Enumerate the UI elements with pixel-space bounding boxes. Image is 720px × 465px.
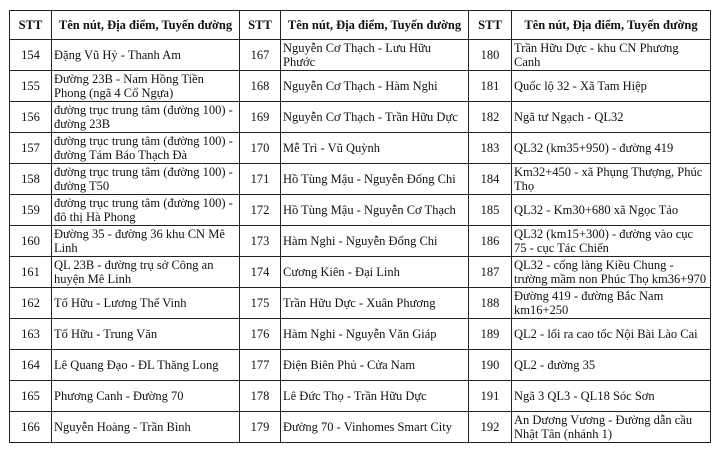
header-stt: STT: [239, 10, 281, 40]
table-row: 161 QL 23B - đường trụ sở Công an huyện M…: [9, 256, 711, 288]
cell-stt: 178: [239, 380, 281, 412]
cell-stt: 186: [468, 225, 512, 257]
cell-name: Hàm Nghi - Nguyễn Văn Giáp: [280, 318, 469, 350]
cell-stt: 181: [468, 70, 512, 102]
cell-stt: 172: [239, 194, 281, 226]
table-row: 163 Tố Hữu - Trung Văn 176 Hàm Nghi - Nguyễ…: [9, 318, 711, 350]
table-row: 154 Đặng Vũ Hỷ - Thanh Am 167 Nguyễn Cơ Thạ…: [9, 39, 711, 71]
cell-name: đường trục trung tâm (đường 100) - đường…: [51, 163, 240, 195]
cell-name: Cương Kiên - Đại Linh: [280, 256, 469, 288]
cell-stt: 167: [239, 39, 281, 71]
cell-stt: 158: [9, 163, 52, 195]
table-row: 158 đường trục trung tâm (đường 100) - đư…: [9, 163, 711, 195]
cell-stt: 159: [9, 194, 52, 226]
header-name: Tên nút, Địa điểm, Tuyến đường: [51, 10, 240, 40]
cell-name: QL 23B - đường trụ sở Công an huyện Mê L…: [51, 256, 240, 288]
cell-name: Mễ Trì - Vũ Quỳnh: [280, 132, 469, 164]
cell-name: Trần Hữu Dực - khu CN Phương Canh: [511, 39, 711, 71]
cell-name: QL2 - lối ra cao tốc Nội Bài Lào Cai: [511, 318, 711, 350]
cell-stt: 189: [468, 318, 512, 350]
cell-name: Nguyễn Cơ Thạch - Hàm Nghi: [280, 70, 469, 102]
intersection-table: STT Tên nút, Địa điểm, Tuyến đường STT Tên …: [9, 10, 711, 443]
cell-name: Lê Quang Đạo - ĐL Thăng Long: [51, 349, 240, 381]
cell-stt: 173: [239, 225, 281, 257]
table-row: 156 đường trục trung tâm (đường 100) - đư…: [9, 101, 711, 133]
cell-stt: 180: [468, 39, 512, 71]
cell-name: Đường 35 - đường 36 khu CN Mê Linh: [51, 225, 240, 257]
cell-stt: 184: [468, 163, 512, 195]
cell-stt: 168: [239, 70, 281, 102]
cell-name: Ngã tư Ngạch - QL32: [511, 101, 711, 133]
cell-name: QL32 - Km30+680 xã Ngọc Tảo: [511, 194, 711, 226]
header-stt: STT: [468, 10, 512, 40]
table-row: 162 Tố Hữu - Lương Thế Vinh 175 Trần Hữu Dự…: [9, 287, 711, 319]
cell-stt: 163: [9, 318, 52, 350]
cell-stt: 164: [9, 349, 52, 381]
cell-stt: 157: [9, 132, 52, 164]
cell-name: Đường 419 - đường Bắc Nam km16+250: [511, 287, 711, 319]
cell-name: Trần Hữu Dực - Xuân Phương: [280, 287, 469, 319]
cell-stt: 156: [9, 101, 52, 133]
cell-name: Nguyễn Cơ Thạch - Trần Hữu Dực: [280, 101, 469, 133]
cell-stt: 162: [9, 287, 52, 319]
cell-name: Nguyễn Cơ Thạch - Lưu Hữu Phước: [280, 39, 469, 71]
table-row: 159 đường trục trung tâm (đường 100) - đô…: [9, 194, 711, 226]
cell-stt: 174: [239, 256, 281, 288]
cell-stt: 179: [239, 411, 281, 443]
cell-stt: 188: [468, 287, 512, 319]
header-name: Tên nút, Địa điểm, Tuyến đường: [511, 10, 711, 40]
cell-stt: 166: [9, 411, 52, 443]
cell-stt: 154: [9, 39, 52, 71]
table-row: 164 Lê Quang Đạo - ĐL Thăng Long 177 Điện B…: [9, 349, 711, 381]
cell-stt: 183: [468, 132, 512, 164]
cell-name: đường trục trung tâm (đường 100) - đường…: [51, 101, 240, 133]
cell-name: QL32 - cổng làng Kiều Chung - trường mầm…: [511, 256, 711, 288]
cell-stt: 177: [239, 349, 281, 381]
cell-name: Lê Đức Thọ - Trần Hữu Dực: [280, 380, 469, 412]
cell-stt: 192: [468, 411, 512, 443]
cell-name: Ngã 3 QL3 - QL18 Sóc Sơn: [511, 380, 711, 412]
cell-stt: 191: [468, 380, 512, 412]
cell-name: Đường 70 - Vinhomes Smart City: [280, 411, 469, 443]
table-row: 166 Nguyễn Hoàng - Trần Bình 179 Đường 70 -…: [9, 411, 711, 443]
cell-name: đường trục trung tâm (đường 100) - đường…: [51, 132, 240, 164]
table-row: 155 Đường 23B - Nam Hồng Tiền Phong (ngã …: [9, 70, 711, 102]
cell-name: đường trục trung tâm (đường 100) - đô th…: [51, 194, 240, 226]
cell-name: Hồ Tùng Mậu - Nguyễn Đổng Chi: [280, 163, 469, 195]
cell-stt: 182: [468, 101, 512, 133]
cell-name: Đường 23B - Nam Hồng Tiền Phong (ngã 4 C…: [51, 70, 240, 102]
cell-name: Phương Canh - Đường 70: [51, 380, 240, 412]
cell-name: Km32+450 - xã Phụng Thượng, Phúc Thọ: [511, 163, 711, 195]
table-row: 157 đường trục trung tâm (đường 100) - đư…: [9, 132, 711, 164]
header-row: STT Tên nút, Địa điểm, Tuyến đường STT Tên …: [9, 10, 711, 40]
cell-name: QL2 - đường 35: [511, 349, 711, 381]
cell-name: Quốc lộ 32 - Xã Tam Hiệp: [511, 70, 711, 102]
cell-stt: 190: [468, 349, 512, 381]
cell-stt: 165: [9, 380, 52, 412]
cell-name: Điện Biên Phủ - Cửa Nam: [280, 349, 469, 381]
table-row: 165 Phương Canh - Đường 70 178 Lê Đức Thọ -…: [9, 380, 711, 412]
cell-name: QL32 (km15+300) - đường vào cục 75 - cục…: [511, 225, 711, 257]
cell-stt: 155: [9, 70, 52, 102]
header-stt: STT: [9, 10, 52, 40]
cell-name: Tố Hữu - Trung Văn: [51, 318, 240, 350]
cell-stt: 160: [9, 225, 52, 257]
cell-name: An Dương Vương - Đường dẫn cầu Nhật Tân …: [511, 411, 711, 443]
cell-name: Tố Hữu - Lương Thế Vinh: [51, 287, 240, 319]
cell-stt: 171: [239, 163, 281, 195]
cell-stt: 169: [239, 101, 281, 133]
cell-stt: 187: [468, 256, 512, 288]
cell-stt: 176: [239, 318, 281, 350]
cell-name: Nguyễn Hoàng - Trần Bình: [51, 411, 240, 443]
table-row: 160 Đường 35 - đường 36 khu CN Mê Linh 173…: [9, 225, 711, 257]
cell-name: Hàm Nghi - Nguyễn Đổng Chi: [280, 225, 469, 257]
cell-stt: 185: [468, 194, 512, 226]
cell-stt: 170: [239, 132, 281, 164]
cell-name: QL32 (km35+950) - đường 419: [511, 132, 711, 164]
cell-stt: 175: [239, 287, 281, 319]
header-name: Tên nút, Địa điểm, Tuyến đường: [280, 10, 469, 40]
cell-name: Đặng Vũ Hỷ - Thanh Am: [51, 39, 240, 71]
cell-name: Hồ Tùng Mậu - Nguyễn Cơ Thạch: [280, 194, 469, 226]
cell-stt: 161: [9, 256, 52, 288]
